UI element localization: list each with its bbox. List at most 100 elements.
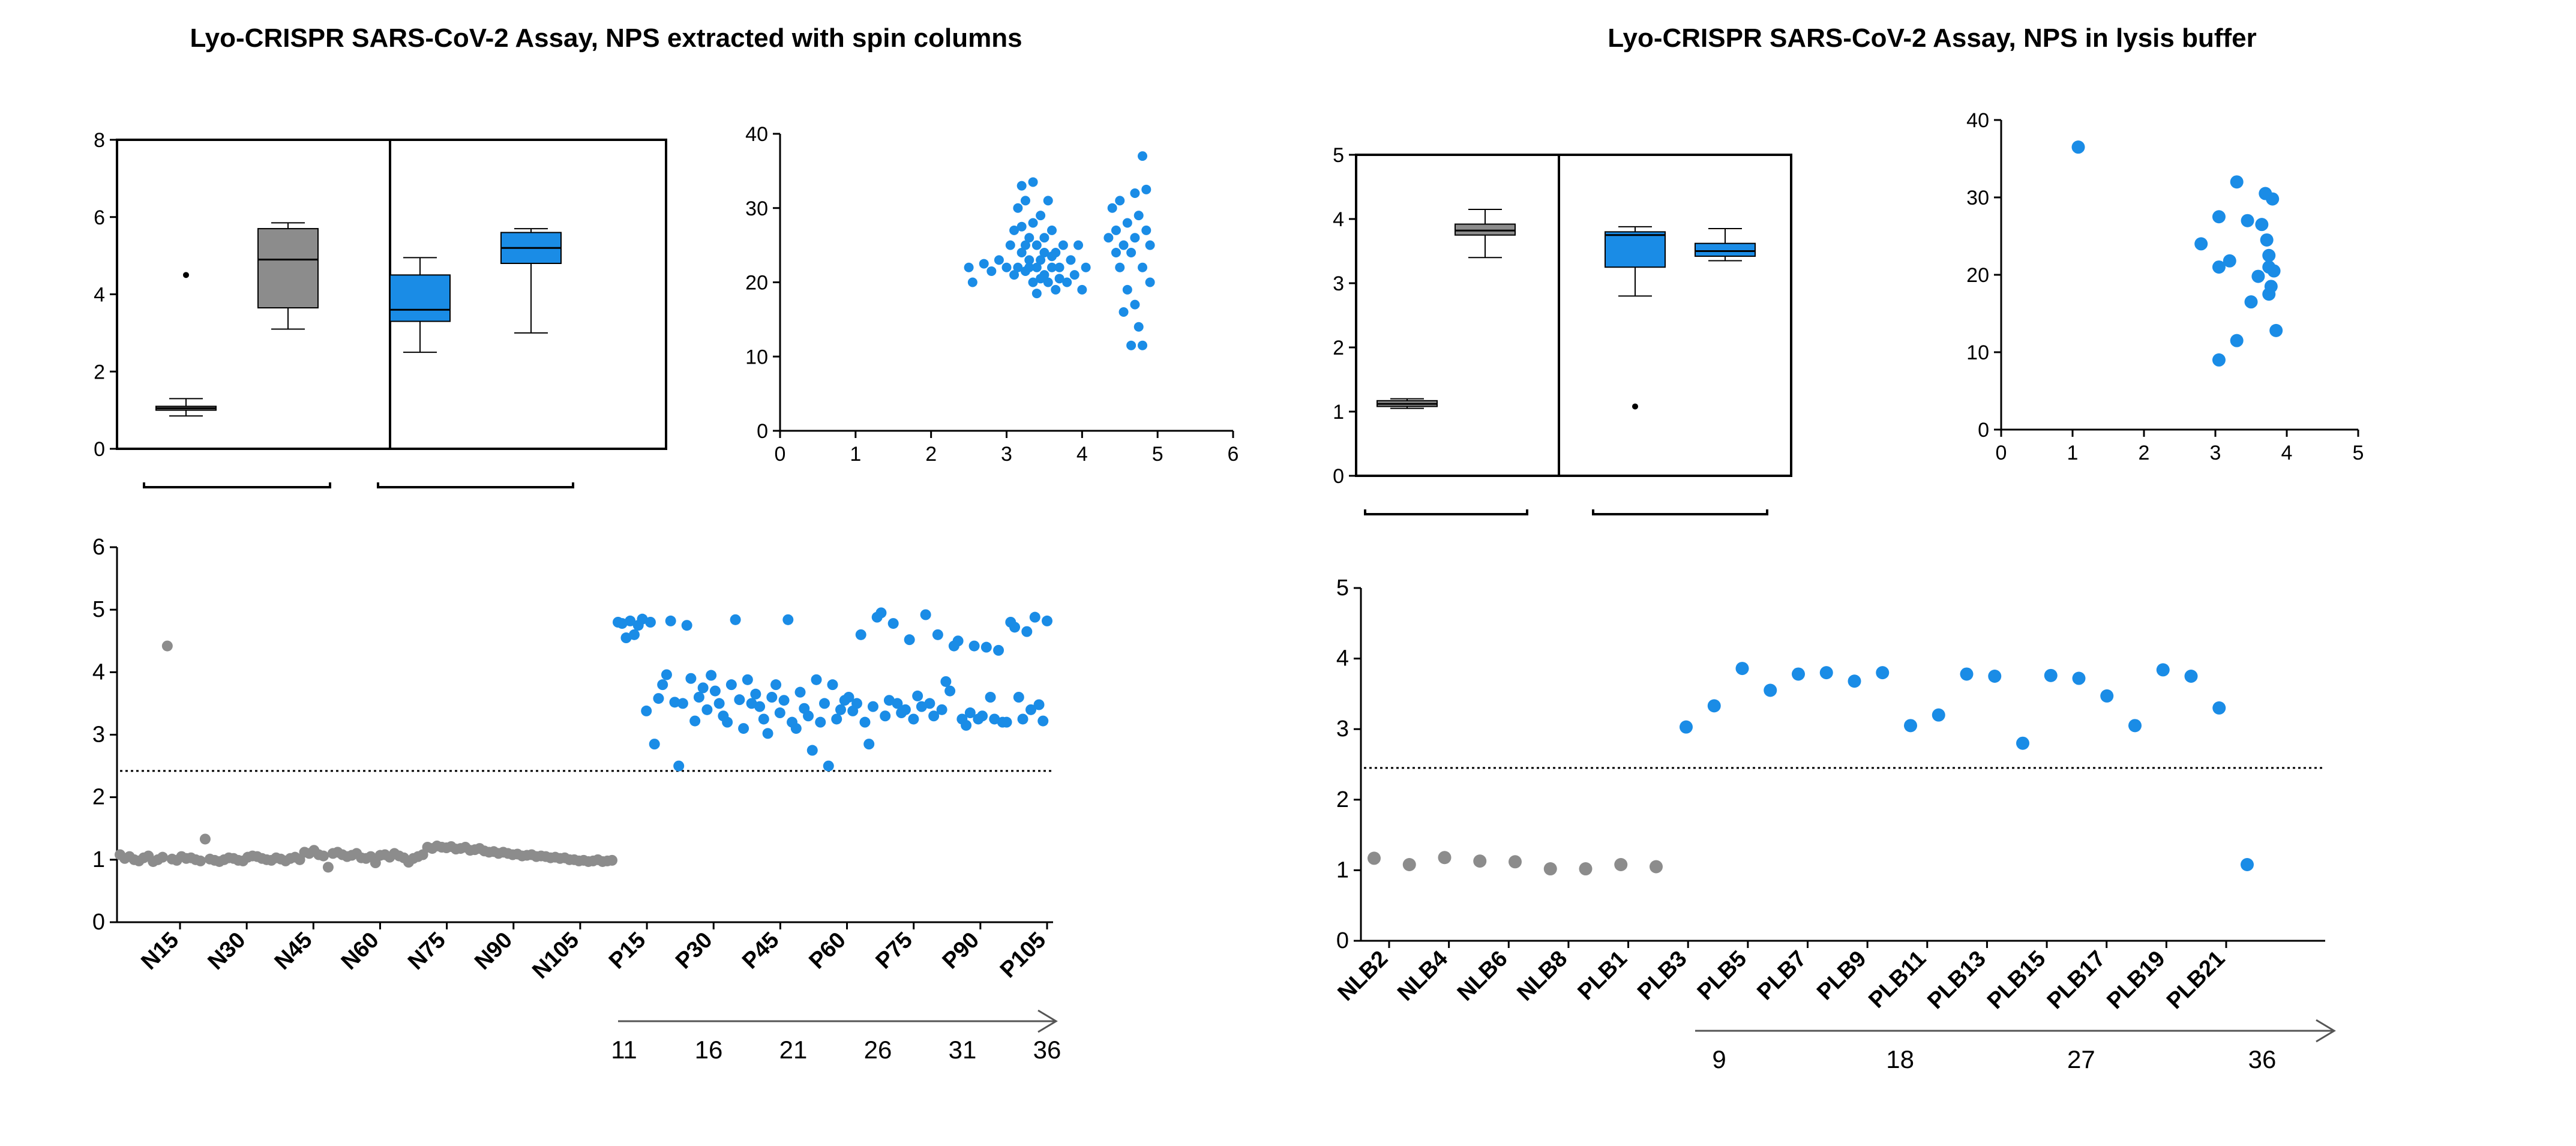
data-point bbox=[1077, 284, 1087, 295]
data-point bbox=[1009, 225, 1019, 235]
box-iqr bbox=[257, 228, 319, 309]
data-point bbox=[940, 676, 952, 687]
data-point bbox=[2223, 254, 2236, 268]
y-tick-label: 2 bbox=[1333, 337, 1344, 359]
data-point bbox=[2194, 237, 2208, 251]
box-n-gene-0 bbox=[155, 272, 217, 417]
box-iqr bbox=[1605, 231, 1666, 268]
data-point bbox=[1680, 720, 1693, 734]
data-point bbox=[1130, 299, 1140, 310]
data-point bbox=[1126, 340, 1136, 350]
data-point bbox=[2072, 671, 2086, 685]
x-tick-label: 4 bbox=[1076, 443, 1088, 466]
data-point bbox=[657, 679, 668, 691]
x-tick-label: PLB1 bbox=[1573, 946, 1632, 1005]
data-point bbox=[693, 692, 704, 703]
ct-range-tick: 9 bbox=[1712, 1045, 1726, 1073]
data-point bbox=[1073, 240, 1084, 250]
data-point bbox=[1016, 181, 1027, 191]
data-point bbox=[985, 692, 996, 703]
data-point bbox=[1024, 233, 1034, 243]
data-point bbox=[855, 629, 866, 640]
x-tick-label: P105 bbox=[995, 928, 1051, 983]
data-point bbox=[157, 851, 168, 863]
data-point bbox=[685, 673, 697, 684]
ct-range-tick: 31 bbox=[949, 1036, 977, 1064]
x-tick-label: P45 bbox=[737, 928, 784, 974]
data-point bbox=[697, 682, 709, 694]
y-tick-label: 30 bbox=[1966, 187, 1989, 209]
y-tick-label: 5 bbox=[1333, 144, 1344, 167]
x-tick-label: 4 bbox=[2281, 442, 2293, 464]
data-point bbox=[2044, 668, 2058, 682]
data-point bbox=[2230, 334, 2244, 347]
data-point bbox=[2100, 689, 2114, 703]
x-tick-label: NLB6 bbox=[1453, 946, 1513, 1006]
data-point bbox=[794, 686, 806, 698]
data-point bbox=[928, 710, 940, 722]
data-point bbox=[986, 266, 997, 276]
data-point bbox=[1141, 184, 1151, 194]
data-point bbox=[725, 679, 737, 691]
data-point bbox=[968, 640, 980, 652]
data-point bbox=[322, 862, 334, 873]
y-tick-label: 3 bbox=[92, 722, 105, 748]
data-point bbox=[1028, 177, 1038, 187]
box-rnasep-1 bbox=[1455, 208, 1516, 259]
data-point bbox=[2266, 192, 2280, 206]
data-point bbox=[1118, 307, 1129, 317]
data-point bbox=[677, 698, 688, 709]
x-tick-label: PLB21 bbox=[2162, 946, 2230, 1014]
data-point bbox=[1016, 248, 1027, 257]
series-positive-samples bbox=[1680, 662, 2254, 871]
data-point bbox=[1037, 715, 1049, 727]
series-negative-samples bbox=[115, 640, 617, 873]
x-tick-label: NLB8 bbox=[1512, 946, 1572, 1006]
data-point bbox=[730, 614, 741, 625]
x-tick-label: 1 bbox=[2067, 442, 2079, 464]
data-point bbox=[977, 710, 988, 722]
data-point bbox=[863, 739, 875, 750]
series-positive-samples bbox=[613, 607, 1052, 772]
data-point bbox=[1133, 211, 1144, 221]
y-tick-label: 5 bbox=[92, 597, 105, 622]
data-point bbox=[994, 255, 1004, 265]
data-point bbox=[859, 716, 871, 728]
data-point bbox=[770, 679, 782, 691]
data-point bbox=[819, 698, 830, 709]
right-figure-title: Lyo-CRISPR SARS-CoV-2 Assay, NPS in lysi… bbox=[1608, 23, 2257, 53]
x-tick-label: PLB9 bbox=[1812, 946, 1871, 1005]
data-point bbox=[1009, 270, 1019, 280]
panel-D: 0 1 2 3 4 5 bbox=[1333, 144, 1792, 515]
data-point bbox=[1876, 666, 1890, 680]
box-rnasep-3 bbox=[1695, 228, 1756, 262]
data-point bbox=[1115, 262, 1125, 272]
y-tick-label: 0 bbox=[1336, 928, 1349, 953]
data-point bbox=[1024, 262, 1034, 272]
y-tick-label: 2 bbox=[92, 785, 105, 810]
data-point bbox=[912, 690, 923, 701]
ct-range-arrowhead bbox=[2316, 1019, 2336, 1043]
data-point bbox=[1031, 262, 1042, 272]
box-n-gene-0 bbox=[1377, 398, 1438, 409]
data-point bbox=[653, 693, 664, 704]
data-point bbox=[1107, 203, 1117, 213]
data-point bbox=[778, 695, 790, 706]
data-point bbox=[689, 715, 701, 727]
data-point bbox=[1031, 240, 1042, 250]
data-point bbox=[851, 698, 862, 709]
group-bracket bbox=[377, 482, 574, 488]
x-tick-label: PLB3 bbox=[1633, 946, 1692, 1005]
data-point bbox=[1029, 611, 1040, 623]
y-tick-label: 3 bbox=[1333, 272, 1344, 295]
data-point bbox=[2016, 736, 2029, 750]
panel-F: 0 10 20 30 40 0 1 2 3 4 5 bbox=[1966, 109, 2364, 464]
data-point bbox=[883, 695, 895, 706]
data-point bbox=[1001, 262, 1012, 272]
data-point bbox=[961, 719, 972, 731]
data-point bbox=[766, 692, 778, 703]
data-point bbox=[2241, 214, 2254, 227]
data-point bbox=[2241, 857, 2254, 871]
data-point bbox=[669, 697, 680, 708]
